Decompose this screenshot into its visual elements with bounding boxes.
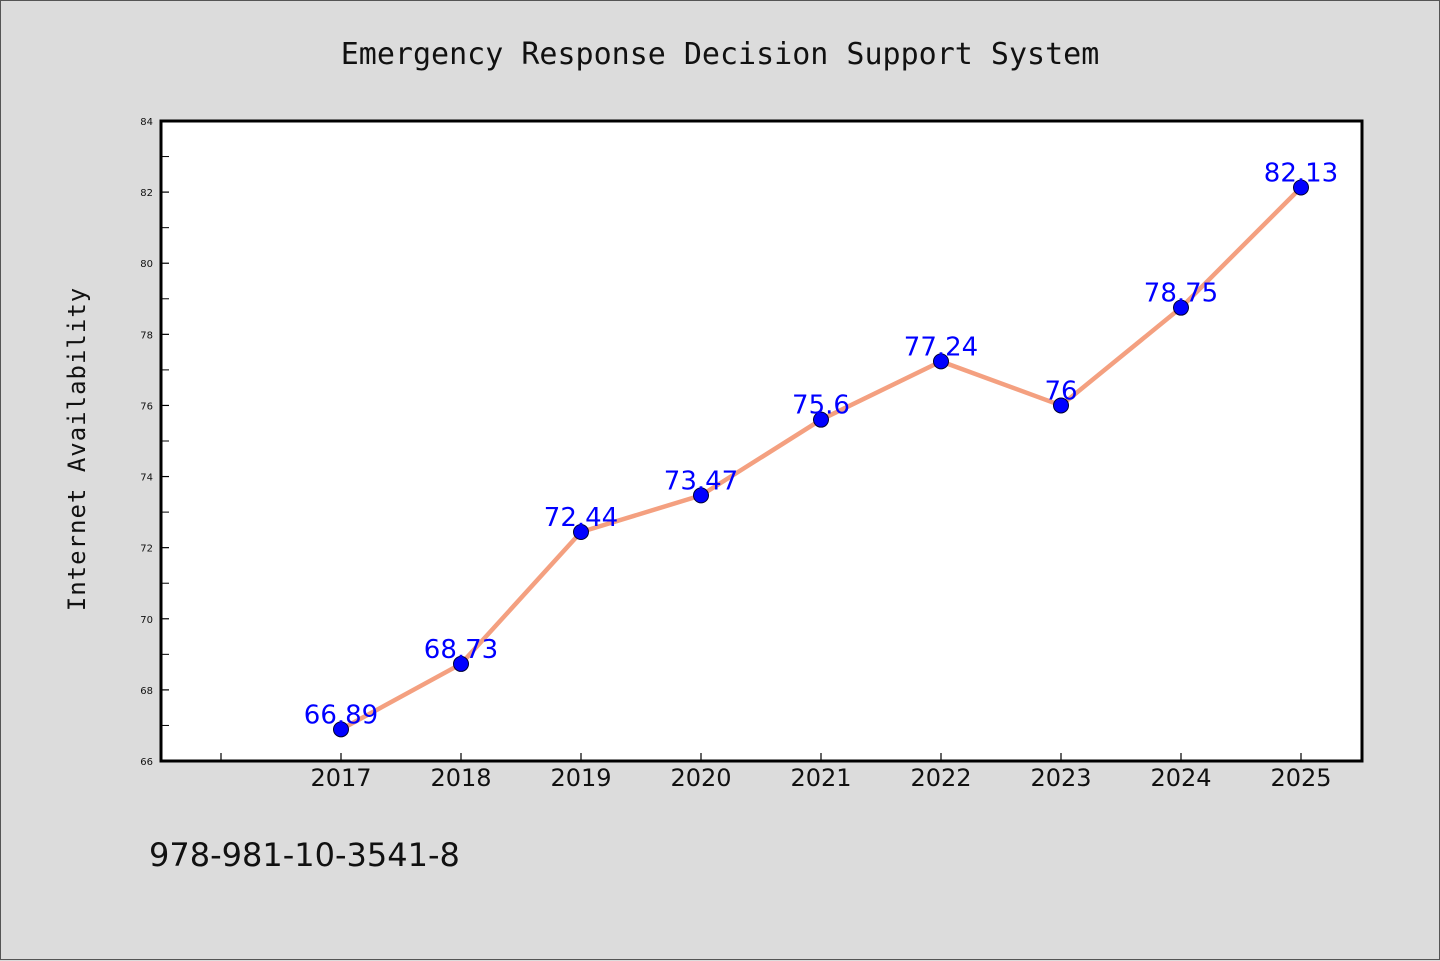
data-point (333, 721, 349, 738)
y-tick-label: 78 (140, 330, 153, 341)
chart-title: Emergency Response Decision Support Syst… (341, 37, 1100, 72)
data-label: 82.13 (1264, 158, 1338, 188)
data-label: 75.6 (792, 391, 850, 421)
data-point (573, 524, 589, 541)
y-tick-label: 84 (140, 117, 153, 128)
plot-area (161, 121, 1362, 761)
y-tick-label: 68 (140, 686, 153, 697)
data-point (693, 487, 709, 504)
data-label-layer: 66.89 68.73 72.44 73.47 75.6 77.24 76 78.75 82.1… (304, 158, 1338, 730)
x-tick-label: 2020 (670, 764, 731, 792)
data-point (1293, 179, 1309, 196)
x-tick-label: 2019 (550, 764, 611, 792)
data-label: 78.75 (1144, 279, 1218, 309)
y-tick-label: 76 (140, 401, 153, 412)
y-tick-label: 80 (140, 259, 153, 270)
x-tick-label: 2017 (310, 764, 371, 792)
data-label: 68.73 (424, 635, 498, 665)
marker-layer (333, 179, 1309, 738)
x-tick-label: 2021 (790, 764, 851, 792)
y-tick-label: 72 (140, 544, 153, 555)
x-tick-label: 2018 (430, 764, 491, 792)
x-tick-label: 2023 (1030, 764, 1091, 792)
y-tick-label: 66 (140, 757, 153, 768)
data-label: 76 (1044, 376, 1077, 406)
data-label: 77.24 (904, 332, 978, 362)
data-point (1053, 397, 1069, 414)
data-label: 66.89 (304, 700, 378, 730)
x-tick-label: 2022 (910, 764, 971, 792)
x-tick-label: 2025 (1270, 764, 1331, 792)
x-tick-label: 2024 (1150, 764, 1211, 792)
data-label: 72.44 (544, 503, 618, 533)
y-tick-label: 82 (140, 188, 153, 199)
data-point (933, 353, 949, 370)
data-point (1173, 299, 1189, 316)
plot-frame (159, 119, 1364, 763)
data-point (813, 411, 829, 428)
data-label: 73.47 (664, 466, 738, 496)
axis-ticks: 66 68 70 72 74 76 78 80 82 84 2017 2018 2019 2020 2021… (140, 117, 1331, 792)
y-axis-label: Internet Availability (63, 287, 91, 611)
y-tick-label: 74 (140, 473, 153, 484)
footer-isbn: 978-981-10-3541-8 (149, 836, 460, 874)
data-point (453, 655, 469, 672)
y-tick-label: 70 (140, 615, 153, 626)
